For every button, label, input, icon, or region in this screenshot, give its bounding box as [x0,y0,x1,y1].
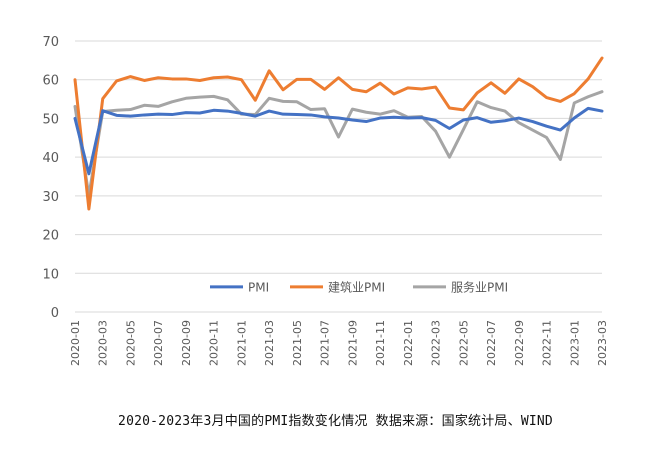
x-tick-label: 2020-01 [69,320,82,366]
legend-label: 建筑业PMI [328,279,385,294]
x-tick-label: 2021-07 [319,320,332,366]
series-line-2 [73,90,604,197]
chart-caption: 2020-2023年3月中国的PMI指数变化情况 数据来源：国家统计局、WIND [118,414,553,429]
x-tick-label: 2022-03 [430,320,443,366]
legend-label: PMI [248,280,269,294]
series-line-0 [73,106,604,176]
y-tick-label: 0 [51,306,59,321]
x-tick-label: 2021-09 [346,320,359,366]
x-tick-label: 2020-05 [124,320,137,366]
x-tick-label: 2021-03 [263,320,276,366]
series-lines [73,56,604,211]
x-tick-label: 2022-09 [513,320,526,366]
x-tick-label: 2020-09 [180,320,193,366]
x-tick-label: 2023-01 [568,320,581,366]
x-tick-label: 2022-05 [457,320,470,366]
x-tick-label: 2022-07 [485,320,498,366]
legend: PMI 建筑业PMI 服务业PMI [210,279,508,294]
y-tick-label: 60 [42,74,59,89]
y-tick-label: 30 [42,190,59,205]
x-tick-label: 2022-01 [402,320,415,366]
y-tick-label: 40 [42,151,59,166]
x-tick-label: 2020-07 [152,320,165,366]
x-tick-label: 2021-01 [235,320,248,366]
x-tick-label: 2023-03 [596,320,609,366]
x-tick-label: 2022-11 [541,320,554,366]
x-tick-label: 2020-11 [208,320,221,366]
y-tick-label: 20 [42,229,59,244]
x-tick-label: 2020-03 [97,320,110,366]
y-axis-ticks: 0 10 20 30 40 50 60 70 [42,35,59,321]
series-line-1 [73,56,604,211]
legend-label: 服务业PMI [451,279,508,294]
y-tick-label: 10 [42,267,59,282]
x-tick-label: 2021-05 [291,320,304,366]
x-axis-ticks: 2020-01 2020-03 2020-05 2020-07 2020-09 2020-… [69,320,609,366]
y-tick-label: 70 [42,35,59,50]
x-tick-label: 2021-11 [374,320,387,366]
y-tick-label: 50 [42,112,59,127]
